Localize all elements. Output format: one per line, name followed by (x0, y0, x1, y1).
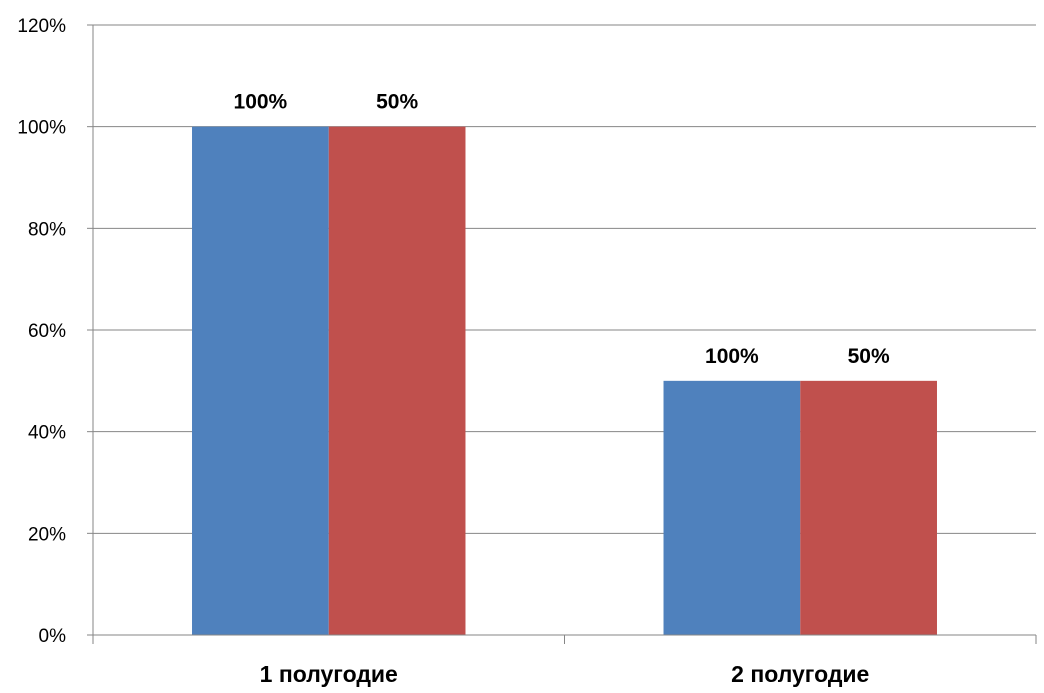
y-tick-label: 40% (28, 423, 66, 444)
y-tick-label: 100% (17, 118, 66, 139)
bar-1-series-1 (192, 126, 329, 636)
axes (87, 24, 1037, 644)
y-tick-label: 20% (28, 524, 66, 545)
data-label: 100% (705, 345, 759, 368)
data-label: 50% (848, 345, 890, 368)
data-label: 50% (376, 91, 418, 114)
bars (192, 126, 937, 636)
category-label: 1 полугодие (260, 661, 398, 687)
y-tick-label: 80% (28, 219, 66, 240)
bar-2-series-1 (663, 380, 801, 635)
y-tick-label: 120% (17, 16, 66, 37)
x-axis-category-labels: 1 полугодие 2 полугодие (260, 661, 870, 687)
y-axis-tick-labels: 0% 20% 40% 60% 80% 100% 120% (17, 16, 66, 647)
bar-1-series-2 (328, 126, 466, 636)
data-label: 100% (234, 91, 288, 114)
category-label: 2 полугодие (731, 661, 869, 687)
y-tick-label: 60% (28, 321, 66, 342)
y-tick-label: 0% (39, 626, 67, 647)
data-labels: 100% 50% 100% 50% (234, 91, 890, 368)
bar-2-series-2 (800, 380, 937, 635)
